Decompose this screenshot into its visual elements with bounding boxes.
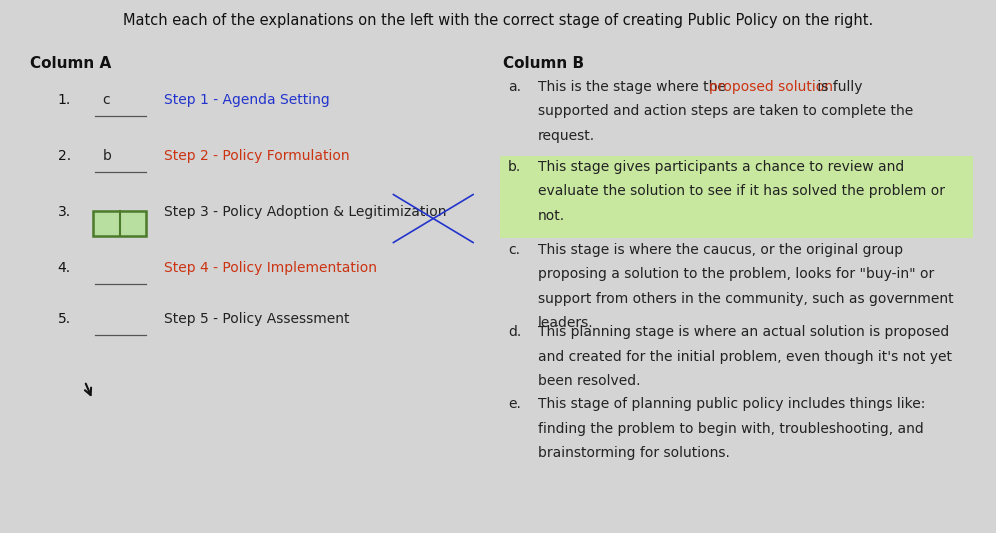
Text: This stage is where the caucus, or the original group: This stage is where the caucus, or the o… <box>538 243 903 256</box>
Text: supported and action steps are taken to complete the: supported and action steps are taken to … <box>538 104 913 118</box>
Text: This stage of planning public policy includes things like:: This stage of planning public policy inc… <box>538 397 925 411</box>
Text: e.: e. <box>508 397 521 411</box>
Text: evaluate the solution to see if it has solved the problem or: evaluate the solution to see if it has s… <box>538 184 945 198</box>
Text: finding the problem to begin with, troubleshooting, and: finding the problem to begin with, troub… <box>538 422 923 435</box>
Text: Column A: Column A <box>30 56 112 71</box>
FancyBboxPatch shape <box>500 156 973 238</box>
Text: 1.: 1. <box>58 93 71 107</box>
Text: request.: request. <box>538 129 595 143</box>
Text: b.: b. <box>508 160 521 174</box>
Text: Step 3 - Policy Adoption & Legitimization: Step 3 - Policy Adoption & Legitimizatio… <box>164 205 447 219</box>
Text: Step 4 - Policy Implementation: Step 4 - Policy Implementation <box>164 261 377 275</box>
FancyBboxPatch shape <box>93 211 146 236</box>
Text: proposed solution: proposed solution <box>709 80 834 94</box>
Text: This is the stage where the: This is the stage where the <box>538 80 730 94</box>
Text: been resolved.: been resolved. <box>538 374 640 388</box>
Text: Step 2 - Policy Formulation: Step 2 - Policy Formulation <box>164 149 350 163</box>
Text: not.: not. <box>538 209 565 223</box>
Text: is fully: is fully <box>814 80 863 94</box>
Text: 3.: 3. <box>58 205 71 219</box>
Text: c.: c. <box>508 243 520 256</box>
Text: c: c <box>103 93 111 107</box>
Text: a.: a. <box>508 80 521 94</box>
Text: proposing a solution to the problem, looks for "buy-in" or: proposing a solution to the problem, loo… <box>538 267 934 281</box>
Text: This stage gives participants a chance to review and: This stage gives participants a chance t… <box>538 160 904 174</box>
Text: d.: d. <box>508 325 521 339</box>
Text: Step 1 - Agenda Setting: Step 1 - Agenda Setting <box>164 93 330 107</box>
Text: support from others in the community, such as government: support from others in the community, su… <box>538 292 953 305</box>
Text: 5.: 5. <box>58 312 71 326</box>
Text: Column B: Column B <box>503 56 584 71</box>
Text: leaders.: leaders. <box>538 316 594 330</box>
Text: 4.: 4. <box>58 261 71 275</box>
Text: b: b <box>103 149 112 163</box>
Text: Match each of the explanations on the left with the correct stage of creating Pu: Match each of the explanations on the le… <box>123 13 873 28</box>
Text: This planning stage is where an actual solution is proposed: This planning stage is where an actual s… <box>538 325 949 339</box>
Text: and created for the initial problem, even though it's not yet: and created for the initial problem, eve… <box>538 350 952 364</box>
Text: 2.: 2. <box>58 149 71 163</box>
Text: brainstorming for solutions.: brainstorming for solutions. <box>538 446 730 460</box>
Text: Step 5 - Policy Assessment: Step 5 - Policy Assessment <box>164 312 350 326</box>
